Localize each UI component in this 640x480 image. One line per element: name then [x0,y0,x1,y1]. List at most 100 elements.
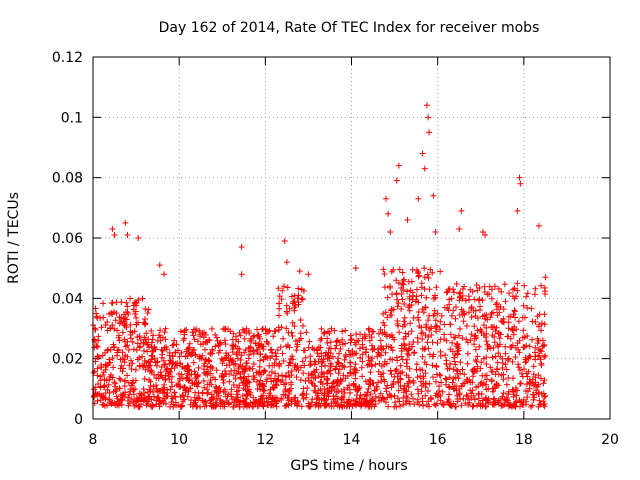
data-point [489,385,496,392]
data-point [391,392,398,399]
data-point [232,360,239,367]
data-point [443,289,450,296]
data-point [353,392,360,399]
data-point [483,361,490,368]
data-point [529,402,536,409]
data-point [138,401,145,408]
chart-title: Day 162 of 2014, Rate Of TEC Index for r… [159,20,540,36]
data-point [426,129,433,136]
data-point [459,335,466,342]
data-point [510,393,517,400]
data-point [416,323,423,330]
data-point [229,396,236,403]
data-point [289,353,296,360]
data-point [367,391,374,398]
data-point [390,380,397,387]
data-point [455,347,462,354]
data-point [317,337,324,344]
data-point [147,378,154,385]
data-point [423,294,430,301]
data-point [330,380,337,387]
data-point [266,327,273,334]
data-point [370,328,377,335]
data-point [513,392,520,399]
data-point [276,300,283,307]
data-point [185,363,192,370]
data-point [122,377,129,384]
data-point [128,382,135,389]
data-point [243,391,250,398]
data-point [423,401,430,408]
data-point [106,396,113,403]
data-point [101,394,108,401]
data-point [483,311,490,318]
data-point [292,362,299,369]
data-point [98,361,105,368]
data-point [438,379,445,386]
data-point [427,266,434,273]
data-point [107,371,114,378]
data-point [322,352,329,359]
data-point [160,384,167,391]
data-point [291,307,298,314]
data-point [207,349,214,356]
grid [93,57,610,419]
data-point [381,396,388,403]
data-point [284,310,291,317]
data-point [375,368,382,375]
data-point [311,387,318,394]
data-point [512,314,519,321]
data-point [517,380,524,387]
data-point [338,378,345,385]
data-point [433,284,440,291]
data-point [427,394,434,401]
data-point [532,318,539,325]
data-point [433,400,440,407]
data-point [326,388,333,395]
data-point [108,401,115,408]
data-point [532,353,539,360]
data-point [178,349,185,356]
data-point [377,326,384,333]
data-point [346,351,353,358]
data-point [155,394,162,401]
data-point [317,379,324,386]
data-point [161,344,168,351]
data-point [454,340,461,347]
data-point [428,331,435,338]
data-point [495,330,502,337]
data-point [527,403,534,410]
data-point [419,395,426,402]
data-point [323,396,330,403]
data-point [93,313,100,320]
data-point [455,375,462,382]
data-point [362,333,369,340]
data-point [151,393,158,400]
data-point [123,316,130,323]
data-point [499,402,506,409]
data-point [167,357,174,364]
data-point [115,334,122,341]
data-point [281,381,288,388]
data-point [483,372,490,379]
data-point [229,346,236,353]
data-point [270,333,277,340]
data-point [447,360,454,367]
data-point [200,378,207,385]
data-point [221,386,228,393]
data-point [444,365,451,372]
data-point [274,395,281,402]
data-point [263,395,270,402]
data-point [285,362,292,369]
data-point [450,366,457,373]
data-point [190,326,197,333]
data-point [190,332,197,339]
data-point [394,373,401,380]
data-point [496,329,503,336]
data-point [424,388,431,395]
data-point [464,339,471,346]
data-point [474,315,481,322]
data-point [261,368,268,375]
data-point [284,284,291,291]
data-point [540,401,547,408]
